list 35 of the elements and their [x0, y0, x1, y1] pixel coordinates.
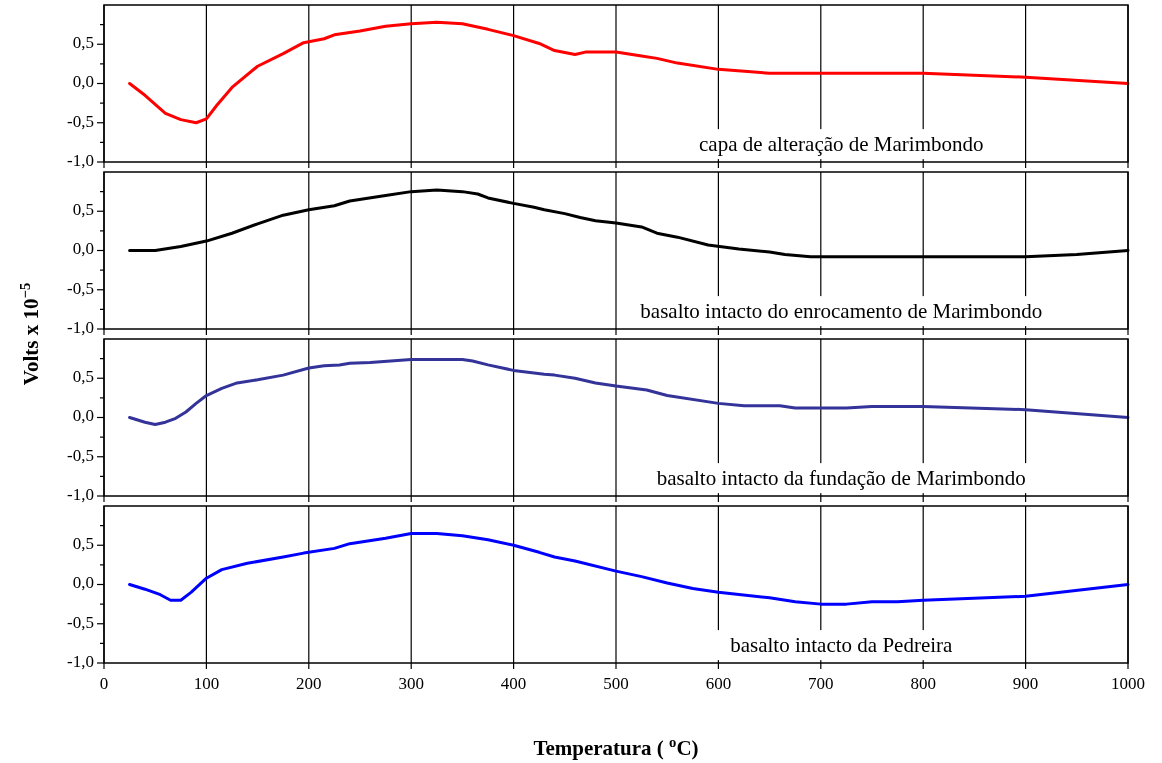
x-tick-label: 400 — [500, 674, 527, 693]
line-series — [128, 531, 1130, 606]
y-tick-label: -0,5 — [67, 445, 94, 465]
x-tick-label: 100 — [193, 674, 220, 693]
x-tick-label: 700 — [808, 674, 834, 693]
y-tick-label: -0,5 — [67, 278, 94, 298]
annotation: basalto intacto do enrocamento de Marimbondo — [640, 299, 1043, 324]
x-axis-title: Temperatura ( $^{o}$C) — [533, 734, 699, 760]
y-tick-label: -1,0 — [67, 484, 94, 504]
y-tick-label: 0,0 — [72, 406, 94, 426]
y-tick-label: 0,5 — [72, 534, 94, 554]
y-tick-label: 0,0 — [72, 72, 94, 92]
annotation: capa de alteração de Marimbondo — [699, 132, 984, 157]
x-tick-label: 900 — [1012, 674, 1039, 693]
y-tick-label: 0,0 — [72, 239, 94, 259]
y-tick-label: 0,5 — [72, 200, 94, 220]
line-series — [128, 357, 1130, 427]
y-tick-label: -1,0 — [67, 651, 94, 671]
y-tick-label: -1,0 — [67, 317, 94, 337]
y-tick-label: -0,5 — [67, 612, 94, 632]
annotation: basalto intacto da fundação de Marimbondo — [656, 466, 1026, 491]
y-tick-label: 0,0 — [72, 573, 94, 593]
x-tick-label: 800 — [910, 674, 936, 693]
x-tick-label: 600 — [705, 674, 732, 693]
y-tick-label: -0,5 — [67, 111, 94, 131]
line-series — [128, 20, 1130, 125]
x-tick-label: 200 — [296, 674, 322, 693]
x-tick-label: 300 — [398, 674, 424, 693]
x-tick-label: 0 — [99, 674, 109, 693]
x-tick-label: 1000 — [1111, 674, 1145, 693]
annotation: basalto intacto da Pedreira — [730, 633, 954, 658]
x-tick-label: 500 — [603, 674, 629, 693]
y-tick-label: 0,5 — [72, 33, 94, 53]
y-tick-label: 0,5 — [72, 367, 94, 387]
y-tick-label: -1,0 — [67, 150, 94, 170]
